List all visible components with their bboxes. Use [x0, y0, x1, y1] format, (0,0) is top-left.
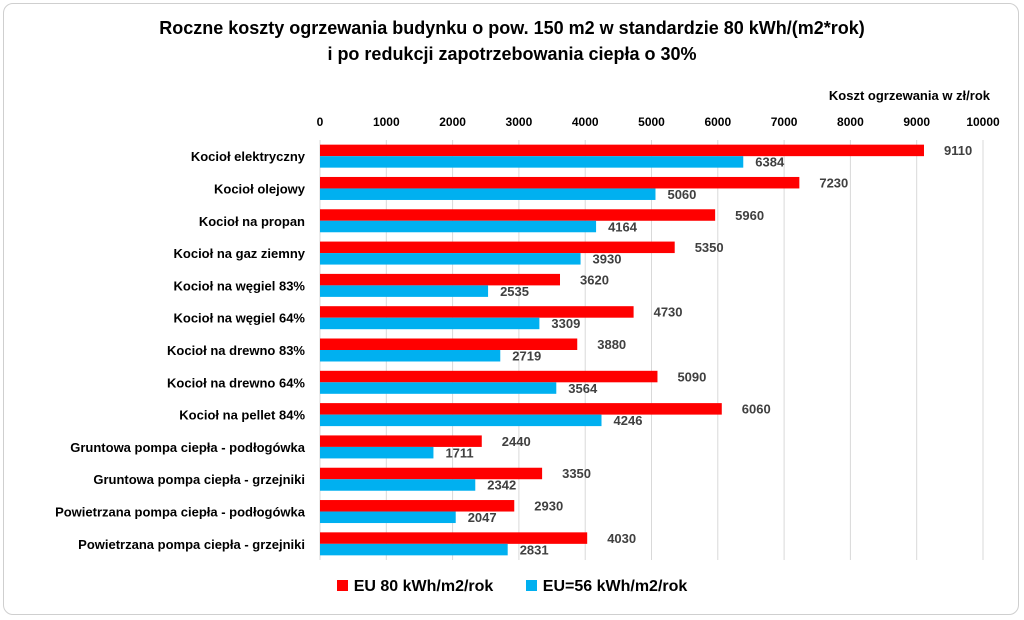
- bar-series-2: [320, 220, 597, 233]
- legend-label-series-1: EU 80 kWh/m2/rok: [353, 578, 494, 595]
- data-label-series-2: 3309: [551, 316, 580, 331]
- x-tick-label: 2000: [439, 115, 466, 129]
- bar-series-2: [320, 414, 602, 427]
- value-labels: 9110 6384 7230 5060 5960 4164 5350 3930 3620 2535…: [445, 143, 972, 557]
- data-label-series-1: 3880: [597, 337, 626, 352]
- bars: [320, 144, 924, 556]
- bar-series-1: [320, 435, 482, 447]
- data-label-series-2: 5060: [667, 187, 696, 202]
- legend-item-series-1: EU 80 kWh/m2/rok: [336, 578, 494, 596]
- x-tick-label: 5000: [638, 115, 665, 129]
- bar-series-1: [320, 209, 716, 221]
- bar-series-1: [320, 273, 561, 286]
- legend-swatch-series-1: [336, 580, 348, 591]
- data-label-series-2: 2047: [468, 510, 497, 525]
- data-label-series-2: 2831: [520, 542, 549, 557]
- category-label: Gruntowa pompa ciepła - podłogówka: [70, 440, 306, 455]
- data-label-series-2: 3564: [568, 381, 598, 396]
- data-label-series-2: 1711: [445, 445, 473, 460]
- x-tick-label: 0: [317, 115, 324, 129]
- category-label: Kocioł na gaz ziemny: [174, 246, 306, 261]
- data-label-series-1: 7230: [819, 175, 848, 190]
- chart-title: Roczne koszty ogrzewania budynku o pow. …: [159, 18, 865, 38]
- bar-series-1: [320, 532, 588, 544]
- category-label: Kocioł na drewno 83%: [167, 343, 305, 358]
- bar-series-2: [320, 188, 656, 200]
- data-label-series-1: 5960: [735, 208, 764, 223]
- data-label-series-1: 4730: [654, 305, 683, 320]
- bar-series-2: [320, 156, 744, 168]
- bar-series-2: [320, 350, 501, 362]
- category-labels: Kocioł elektryczny Kocioł olejowy Kocioł n…: [55, 149, 306, 552]
- x-tick-label: 9000: [903, 115, 930, 129]
- bar-series-2: [320, 446, 434, 459]
- category-label: Kocioł na drewno 64%: [167, 375, 305, 390]
- data-label-series-2: 4246: [614, 413, 643, 428]
- category-label: Kocioł na propan: [199, 214, 305, 229]
- bar-series-1: [320, 176, 800, 189]
- bar-series-1: [320, 370, 658, 383]
- bar-series-2: [320, 253, 581, 265]
- category-label: Gruntowa pompa ciepła - grzejniki: [93, 472, 305, 487]
- bar-series-1: [320, 403, 722, 415]
- data-label-series-2: 6384: [755, 155, 785, 170]
- bar-series-1: [320, 144, 924, 157]
- x-axis-ticks: 0 1000 2000 3000 4000 5000 6000 7000 8000 9000 100…: [317, 115, 1000, 129]
- legend-item-series-2: EU=56 kWh/m2/rok: [525, 578, 688, 596]
- category-label: Kocioł na węgiel 83%: [174, 278, 306, 293]
- category-label: Powietrzana pompa ciepła - grzejniki: [78, 537, 305, 552]
- data-label-series-1: 9110: [944, 143, 972, 158]
- data-label-series-1: 2930: [534, 499, 563, 514]
- category-label: Kocioł na węgiel 64%: [174, 311, 306, 326]
- x-axis-label: Koszt ogrzewania w zł/rok: [829, 88, 991, 103]
- x-tick-label: 4000: [572, 115, 599, 129]
- data-label-series-2: 3930: [593, 252, 622, 267]
- x-tick-label: 10000: [966, 115, 1000, 129]
- data-label-series-2: 4164: [608, 219, 638, 234]
- legend: EU 80 kWh/m2/rok EU=56 kWh/m2/rok: [0, 578, 1024, 596]
- bar-series-2: [320, 382, 557, 394]
- chart-subtitle: i po redukcji zapotrzebowania ciepła o 3…: [327, 44, 697, 64]
- bar-series-2: [320, 479, 476, 491]
- category-label: Kocioł elektryczny: [191, 149, 306, 164]
- x-tick-label: 6000: [704, 115, 731, 129]
- bar-series-1: [320, 241, 675, 254]
- data-label-series-1: 5090: [677, 369, 706, 384]
- category-label: Kocioł na pellet 84%: [179, 408, 305, 423]
- bar-series-1: [320, 338, 578, 350]
- data-label-series-1: 4030: [607, 531, 636, 546]
- x-tick-label: 1000: [373, 115, 400, 129]
- x-tick-label: 3000: [506, 115, 533, 129]
- bar-series-1: [320, 306, 634, 318]
- bar-series-1: [320, 500, 515, 512]
- bar-series-2: [320, 511, 456, 524]
- data-label-series-2: 2342: [487, 478, 516, 493]
- data-label-series-2: 2535: [500, 284, 529, 299]
- data-label-series-1: 6060: [742, 402, 771, 417]
- bar-series-1: [320, 467, 543, 480]
- legend-label-series-2: EU=56 kWh/m2/rok: [542, 578, 688, 595]
- legend-swatch-series-2: [525, 580, 537, 591]
- bar-series-2: [320, 317, 540, 330]
- data-label-series-1: 3350: [562, 466, 591, 481]
- bar-series-2: [320, 285, 489, 297]
- bar-series-2: [320, 543, 508, 556]
- data-label-series-1: 2440: [502, 434, 531, 449]
- x-tick-label: 7000: [771, 115, 798, 129]
- category-label: Kocioł olejowy: [214, 181, 306, 196]
- data-label-series-1: 3620: [580, 272, 609, 287]
- x-tick-label: 8000: [837, 115, 864, 129]
- category-label: Powietrzana pompa ciepła - podłogówka: [55, 505, 306, 520]
- data-label-series-2: 2719: [512, 349, 541, 364]
- data-label-series-1: 5350: [695, 240, 724, 255]
